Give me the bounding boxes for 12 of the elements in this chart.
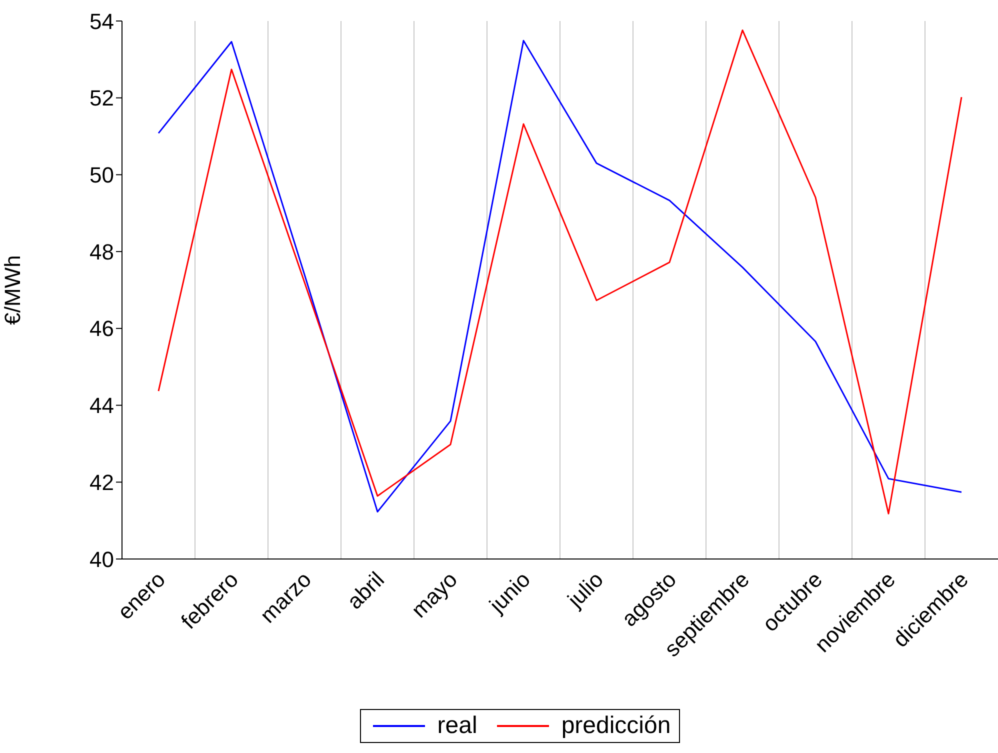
y-tick-label: 50: [90, 162, 114, 188]
y-tick-label: 40: [90, 546, 114, 572]
y-tick-label: 44: [90, 393, 114, 418]
legend-label: real: [437, 712, 478, 740]
y-tick-label: 46: [90, 316, 114, 342]
y-tick-label: 52: [90, 86, 114, 111]
x-tick-label: julio: [562, 566, 608, 613]
y-axis-title: €/MWh: [0, 255, 25, 325]
legend-label: predicción: [561, 712, 671, 740]
y-tick-label: 48: [90, 239, 114, 264]
y-tick-label: 42: [90, 470, 114, 495]
y-tick-label: 54: [90, 8, 114, 34]
